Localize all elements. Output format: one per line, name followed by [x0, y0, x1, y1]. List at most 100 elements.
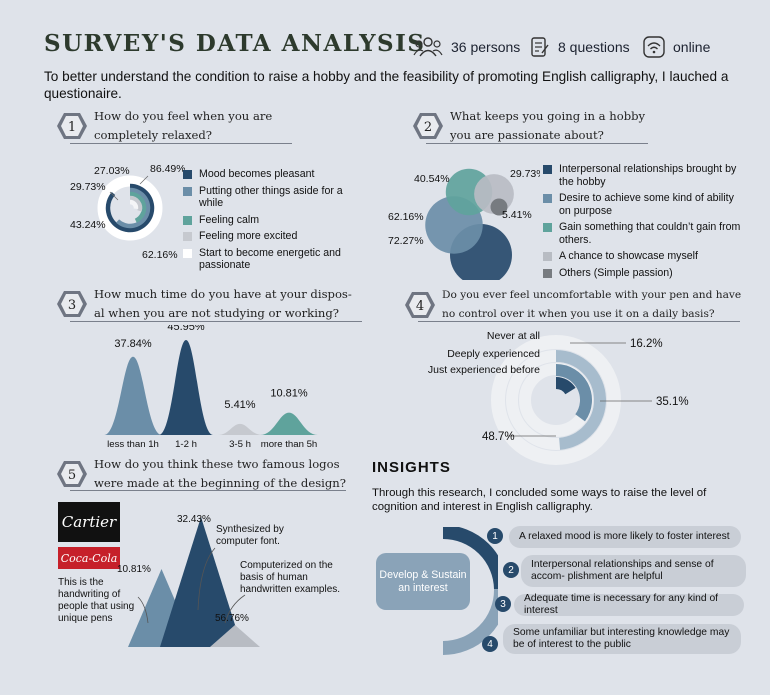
question-line: no control over it when you use it on a …	[442, 308, 715, 320]
legend-label: Feeling more excited	[199, 230, 298, 242]
ring-value-label: 35.1%	[656, 396, 689, 408]
section-num: 5	[68, 468, 76, 483]
leader-line	[137, 596, 149, 624]
questions-stat: 8 questions	[530, 36, 630, 58]
triangle-category-label: handwriting of	[58, 589, 120, 600]
insight-number: 2	[503, 562, 519, 578]
cartier-logo: Cartier	[58, 502, 120, 542]
chart-2-legend: Interpersonal relationships brought by t…	[543, 163, 743, 283]
hexagon-number-icon: 5	[57, 461, 87, 487]
legend-label: Feeling calm	[199, 213, 260, 226]
question-line: How do you think these two famous logos	[94, 457, 340, 471]
persons-stat: 36 persons	[413, 36, 520, 58]
legend-label: Interpersonal relationships brought by t…	[559, 163, 737, 188]
insights-arc	[442, 527, 498, 655]
question-line: How much time do you have at your dispos…	[94, 287, 352, 301]
questions-count: 8 questions	[558, 39, 630, 55]
donut-arc	[116, 187, 151, 229]
hexagon-number-icon: 3	[57, 291, 87, 317]
donut-arc	[129, 195, 143, 212]
donut-value-label: 62.16%	[142, 249, 178, 261]
insights-text: Through this research, I concluded some …	[372, 487, 707, 513]
triangle-category-label: unique pens	[58, 613, 113, 624]
legend-swatch	[183, 248, 192, 258]
hexagon-number-icon: 1	[57, 113, 87, 139]
legend-label: Others (Simple passion)	[559, 266, 673, 279]
legend-item: Feeling more excited	[183, 230, 363, 243]
curve-category-label: more than 5h	[261, 439, 318, 450]
divider	[426, 143, 648, 144]
divider	[70, 143, 292, 144]
curve-shape	[158, 340, 214, 435]
intro-text: To better understand the condition to ra…	[44, 69, 729, 101]
divider	[418, 321, 740, 322]
ring-value-label: 48.7%	[482, 431, 515, 443]
question-line: were made at the beginning of the design…	[94, 476, 346, 490]
ring-arc	[555, 377, 576, 395]
triangle-value-label: 56.76%	[215, 613, 249, 624]
bubble-value-label: 29.73%	[510, 168, 540, 180]
section-5-header: 5 How do you think these two famous logo…	[56, 455, 346, 493]
bubble-value-label: 72.27%	[388, 235, 424, 247]
page-title: SURVEY'S DATA ANALYSIS	[44, 30, 426, 57]
legend-swatch	[183, 215, 192, 225]
donut-base-ring	[97, 175, 163, 241]
persons-count: 36 persons	[451, 39, 521, 55]
chart-1-legend: Mood becomes pleasant Putting other thing…	[183, 168, 363, 276]
ring-category-label: Never at all	[487, 330, 540, 342]
insight-number: 4	[482, 636, 498, 652]
wifi-icon	[643, 36, 665, 58]
curve-value-label: 45.95%	[167, 325, 205, 333]
leader-line	[197, 547, 216, 611]
curve-value-label: 37.84%	[114, 338, 152, 350]
donut-value-label: 27.03%	[94, 165, 130, 177]
bubble-value-label: 62.16%	[388, 211, 424, 223]
legend-swatch	[543, 165, 552, 174]
donut-arc	[129, 199, 139, 210]
section-3-header: 3 How much time do you have at your disp…	[56, 285, 352, 323]
legend-swatch	[183, 186, 192, 196]
section-num: 4	[416, 299, 424, 314]
question-line: you are passionate about?	[450, 128, 604, 142]
legend-swatch	[543, 194, 552, 203]
triangle-shape	[210, 625, 260, 647]
question-line: What keeps you going in a hobby	[450, 109, 646, 123]
insight-pill: A relaxed mood is more likely to foster …	[509, 526, 741, 548]
insight-number: 3	[495, 596, 511, 612]
chart-3-curves: 37.84% less than 1h 45.95% 1-2 h 5.41% 3-5 h 1…	[104, 325, 318, 450]
ring-category-label: Just experienced before	[428, 364, 540, 376]
triangle-category-label: This is the	[58, 577, 104, 588]
legend-item: Start to become energetic and passionate	[183, 247, 363, 272]
bubble	[490, 198, 508, 216]
donut-value-label: 86.49%	[150, 163, 185, 175]
section-num: 1	[68, 120, 76, 135]
insights-title: INSIGHTS	[372, 459, 451, 476]
triangle-category-label: basis of human	[240, 572, 308, 583]
people-icon	[413, 37, 443, 57]
legend-item: Mood becomes pleasant	[183, 168, 363, 181]
legend-swatch	[183, 170, 192, 179]
legend-swatch	[543, 268, 552, 278]
donut-arc	[105, 183, 155, 233]
legend-label: Gain something that couldn’t gain from o…	[559, 221, 741, 246]
section-2-header: 2 What keeps you going in a hobby you ar…	[412, 107, 645, 145]
legend-item: Gain something that couldn’t gain from o…	[543, 221, 743, 246]
triangle-category-label: people that using	[58, 601, 134, 612]
leader-line	[109, 191, 119, 201]
curve-value-label: 5.41%	[224, 399, 255, 411]
section-4-header: 4 Do you ever feel uncomfortable with yo…	[404, 286, 741, 324]
legend-item: Others (Simple passion)	[543, 267, 743, 280]
donut-value-label: 43.24%	[70, 219, 106, 231]
curve-shape	[260, 412, 318, 435]
legend-item: Feeling calm	[183, 214, 363, 227]
curve-value-label: 10.81%	[270, 388, 308, 400]
section-1-header: 1 How do you feel when you are completel…	[56, 107, 272, 145]
leader-line	[224, 594, 246, 624]
legend-item: Desire to achieve some kind of ability o…	[543, 192, 743, 217]
question-line: completely relaxed?	[94, 128, 212, 142]
hexagon-number-icon: 2	[413, 113, 443, 139]
divider	[70, 490, 346, 491]
question-line: al when you are not studying or working?	[94, 306, 340, 320]
triangle-category-label: computer font.	[216, 536, 280, 547]
legend-label: Mood becomes pleasant	[199, 168, 315, 180]
